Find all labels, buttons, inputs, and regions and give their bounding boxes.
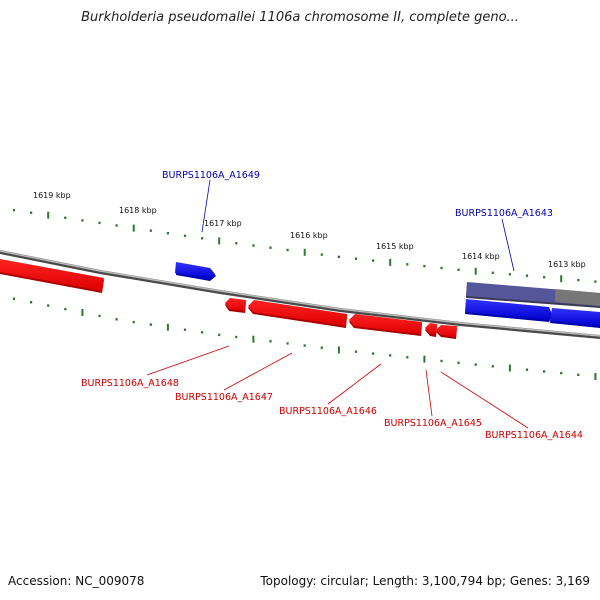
chromosome-backbone bbox=[0, 250, 600, 339]
gene-BURPS1106A_A1643-highlight[interactable] bbox=[466, 282, 600, 308]
topology-text: Topology: circular; Length: 3,100,794 bp… bbox=[260, 574, 590, 588]
kbp-label: 1614 kbp bbox=[462, 252, 500, 261]
kbp-label: 1616 kbp bbox=[290, 231, 328, 240]
label-leader-line bbox=[146, 345, 230, 376]
gene-label-a1646[interactable]: BURPS1106A_A1646 bbox=[279, 406, 377, 417]
kbp-label: 1617 kbp bbox=[204, 219, 242, 228]
gene-BURPS1106A_A1645[interactable] bbox=[425, 323, 437, 337]
kbp-label: 1619 kbp bbox=[33, 191, 71, 200]
accession-text: Accession: NC_009078 bbox=[8, 574, 145, 588]
kbp-label: 1613 kbp bbox=[548, 260, 586, 269]
gene-BURPS1106A_A1644[interactable] bbox=[436, 325, 457, 339]
gene-label-a1645[interactable]: BURPS1106A_A1645 bbox=[384, 418, 482, 429]
gene-label-a1647[interactable]: BURPS1106A_A1647 bbox=[175, 392, 273, 403]
kbp-label: 1618 kbp bbox=[119, 206, 157, 215]
gene-left-partial[interactable] bbox=[0, 259, 104, 293]
label-leader-line bbox=[223, 352, 293, 391]
page-title: Burkholderia pseudomallei 1106a chromoso… bbox=[81, 10, 519, 25]
gene-label-a1649[interactable]: BURPS1106A_A1649 bbox=[162, 170, 260, 181]
gene-BURPS1106A_A1647[interactable] bbox=[248, 300, 347, 328]
gene-BURPS1106A_A1646[interactable] bbox=[349, 314, 422, 336]
label-leader-line bbox=[425, 369, 433, 417]
label-leader-line bbox=[327, 363, 382, 405]
kbp-label: 1615 kbp bbox=[376, 242, 414, 251]
gene-BURPS1106A_A1649[interactable] bbox=[175, 262, 216, 281]
gene-label-a1643[interactable]: BURPS1106A_A1643 bbox=[455, 208, 553, 219]
gene-BURPS1106A_A1648[interactable] bbox=[225, 298, 246, 313]
gene-BURPS1106A_A1643[interactable] bbox=[465, 299, 600, 328]
label-leader-line bbox=[201, 179, 211, 233]
gene-label-a1648[interactable]: BURPS1106A_A1648 bbox=[81, 378, 179, 389]
outer-scale-arc bbox=[12, 208, 597, 283]
chromosome-backbone-highlight bbox=[0, 250, 600, 337]
label-leader-line bbox=[440, 371, 529, 429]
inner-scale-arc bbox=[12, 297, 597, 380]
gene-label-a1644[interactable]: BURPS1106A_A1644 bbox=[485, 430, 583, 441]
label-leader-line bbox=[501, 218, 515, 272]
